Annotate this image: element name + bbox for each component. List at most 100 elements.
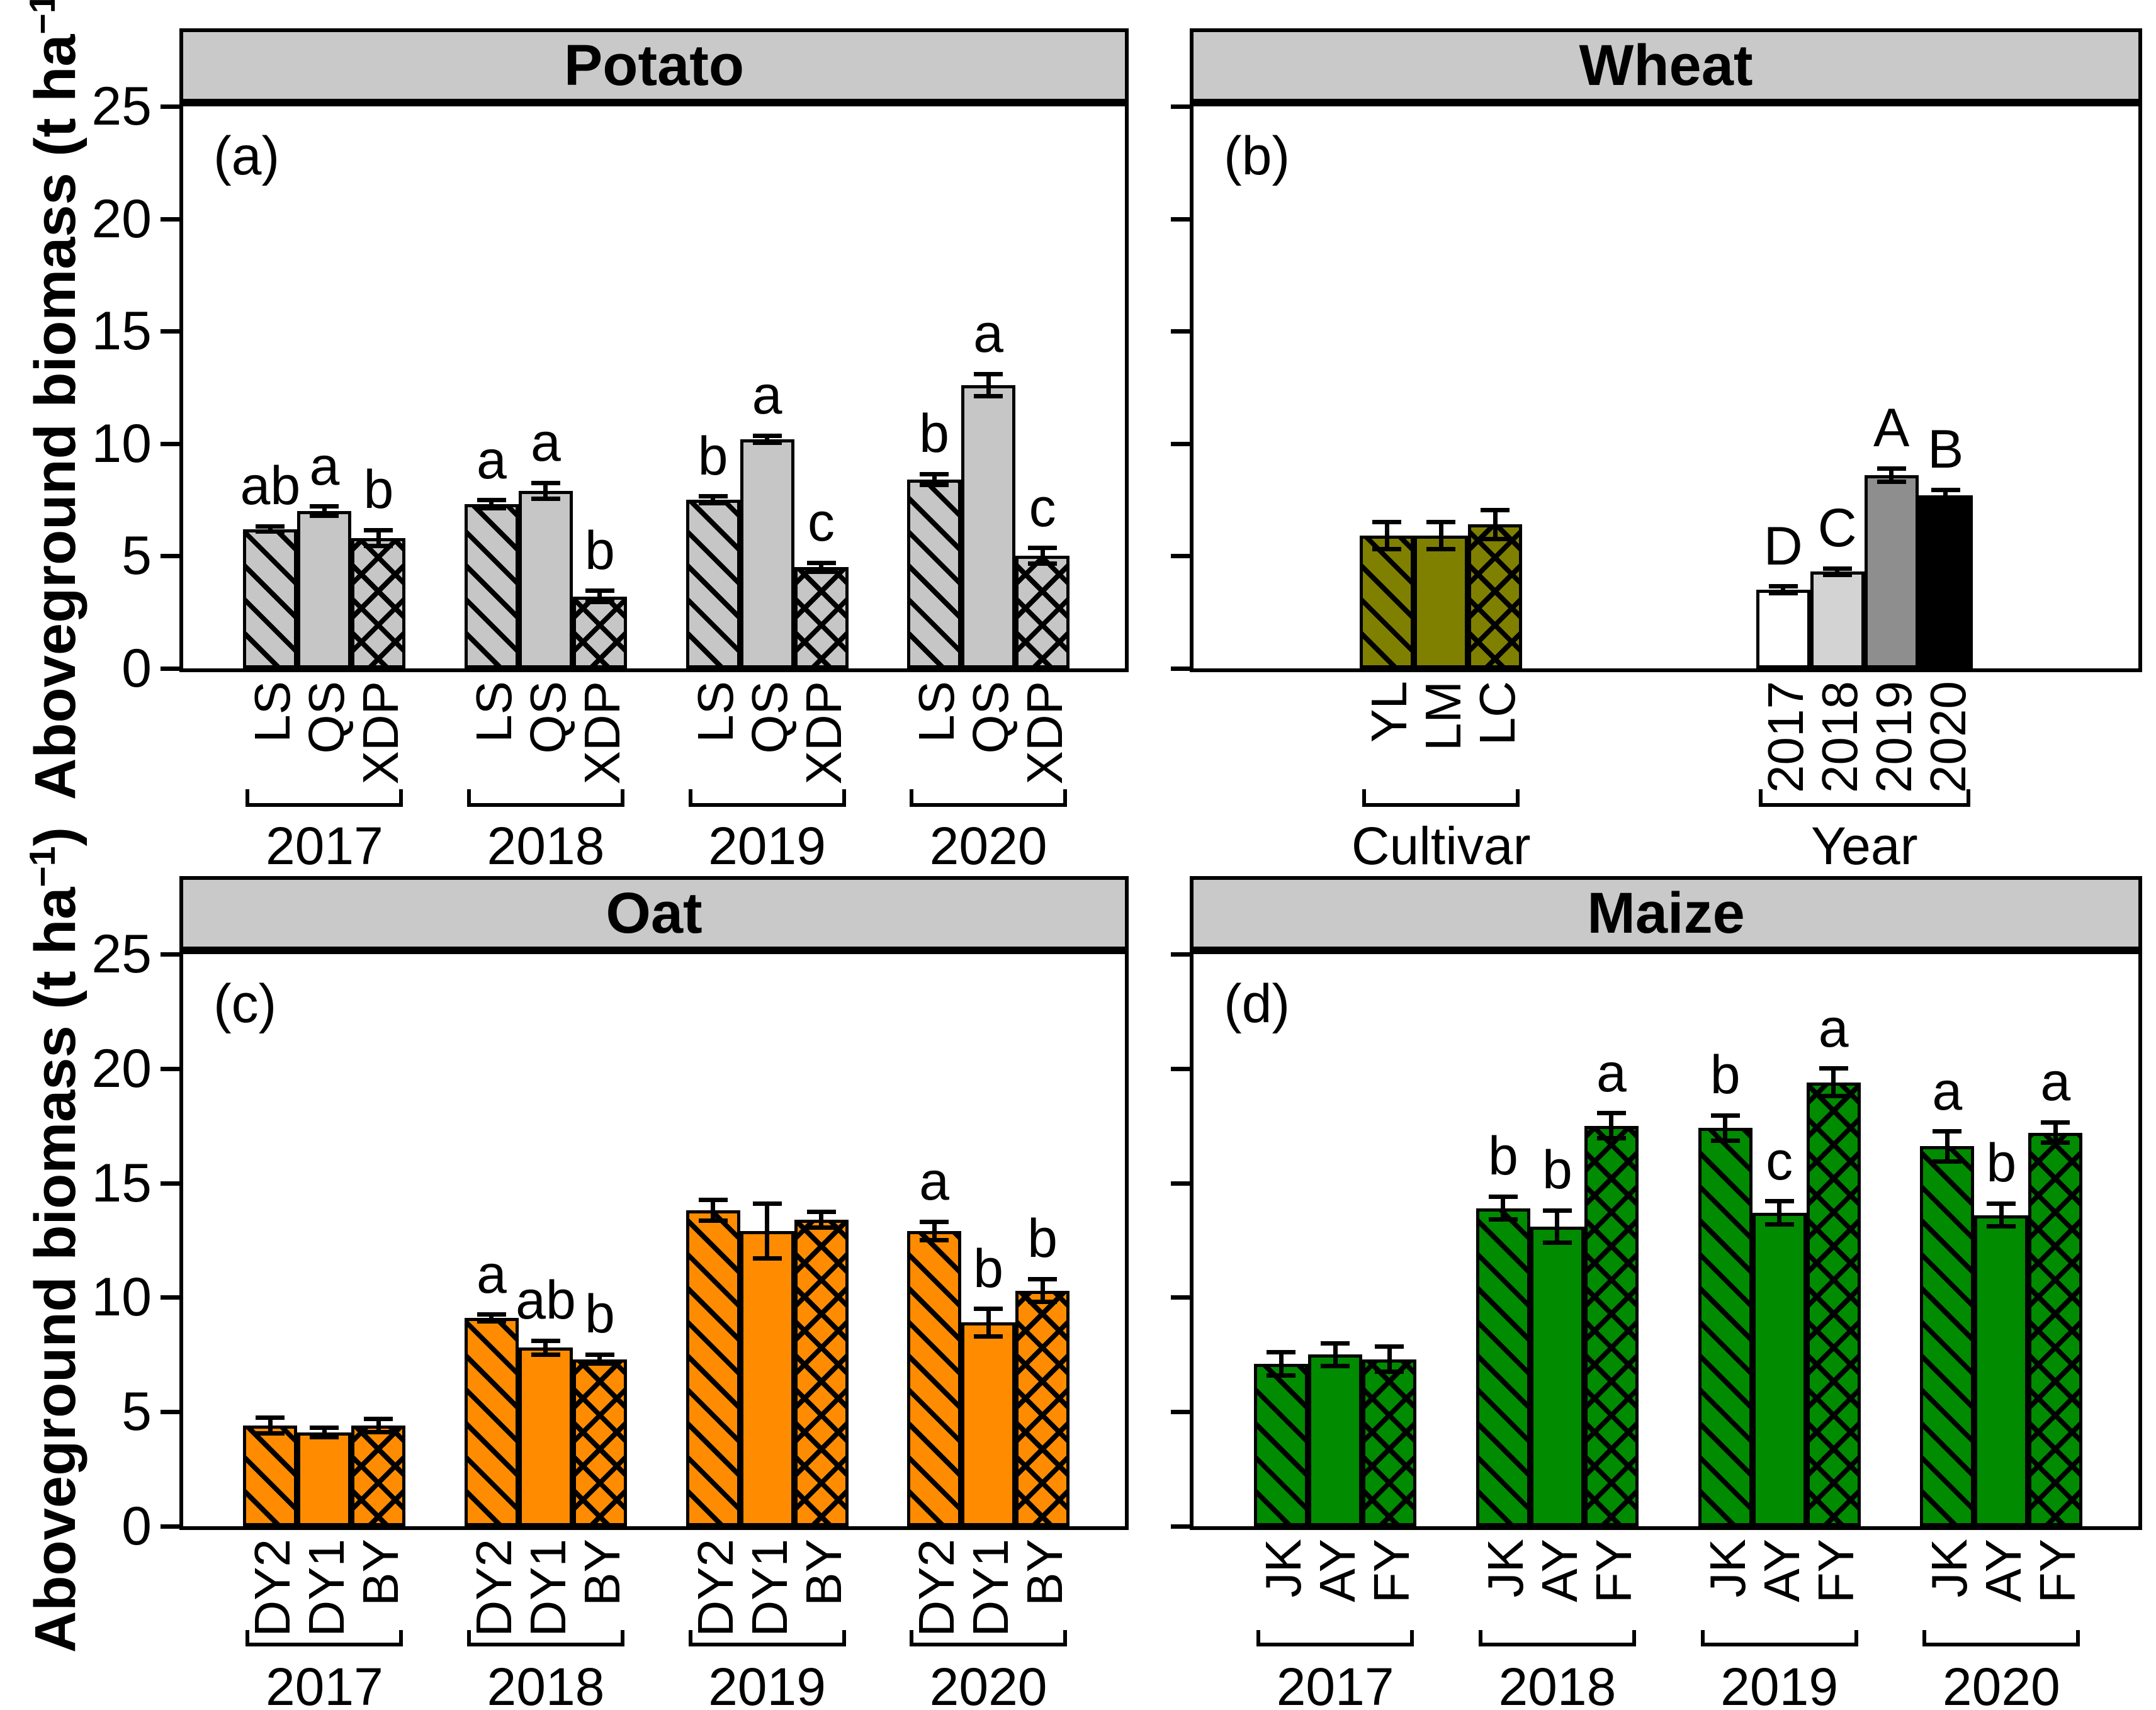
- error-bar-cap: [477, 506, 506, 511]
- error-bar-cap: [310, 1434, 339, 1439]
- error-bar-cap: [698, 1218, 728, 1223]
- x-axis-tick-label: QS: [962, 681, 1019, 754]
- x-axis-tick-label: LS: [244, 681, 301, 743]
- bar-wheat-Cultivar-LM: [1414, 536, 1469, 668]
- error-bar-cap: [1596, 1136, 1626, 1141]
- panel-maize-label: (d): [1224, 974, 1290, 1034]
- x-axis-tick-label: FY: [2029, 1539, 2086, 1604]
- bar-wheat-Year-2018: [1810, 571, 1865, 668]
- bar-potato-2017-LS: [243, 529, 298, 668]
- error-bar: [597, 590, 602, 602]
- error-bar: [543, 483, 548, 499]
- bar-oat-2017-DY2: [243, 1426, 298, 1526]
- error-bar-cap: [1542, 1208, 1572, 1213]
- error-bar: [986, 1308, 991, 1337]
- y-axis-title-superscript: −1: [23, 846, 64, 887]
- significance-letter: a: [309, 436, 340, 497]
- significance-letter: ab: [240, 456, 301, 517]
- error-bar-cap: [585, 1352, 614, 1357]
- y-axis-tick: [1171, 104, 1190, 109]
- y-axis-tick: [1171, 441, 1190, 446]
- panel-potato-title: Potato: [563, 33, 745, 98]
- bar-maize-2019-JK: [1698, 1128, 1752, 1526]
- error-bar-cap: [1819, 1093, 1848, 1098]
- bar-potato-2020-LS: [907, 479, 962, 668]
- group-bracket: [688, 789, 846, 807]
- error-bar-cap: [1764, 1222, 1794, 1227]
- error-bar: [1040, 1279, 1045, 1302]
- error-bar: [711, 496, 716, 503]
- significance-letter: b: [1986, 1133, 2017, 1194]
- significance-letter: a: [973, 303, 1003, 364]
- bar-oat-2020-DY2: [907, 1230, 962, 1526]
- x-axis-tick-label: FY: [1807, 1539, 1864, 1604]
- error-bar-cap: [974, 1307, 1003, 1312]
- error-bar-cap: [920, 1219, 949, 1224]
- error-bar-cap: [1267, 1350, 1296, 1355]
- bar-potato-2019-LS: [686, 500, 740, 668]
- x-axis-tick-label: LS: [687, 681, 743, 743]
- error-bar-cap: [1028, 1300, 1058, 1305]
- error-bar-cap: [1933, 1129, 1962, 1134]
- x-axis-tick-label: QS: [741, 681, 798, 754]
- x-axis-tick-label: BY: [1017, 1539, 1073, 1606]
- error-bar: [322, 1427, 327, 1437]
- y-axis-tick-label: 20: [91, 1038, 152, 1099]
- significance-letter: b: [585, 520, 615, 581]
- error-bar-cap: [310, 504, 339, 509]
- y-axis-tick: [161, 441, 179, 446]
- bar-oat-2018-DY1: [518, 1347, 573, 1526]
- error-bar-cap: [752, 433, 782, 438]
- y-axis-tick: [161, 329, 179, 334]
- error-bar-cap: [1933, 1159, 1962, 1164]
- error-bar: [1333, 1343, 1338, 1366]
- error-bar: [489, 500, 494, 509]
- error-bar-cap: [1822, 566, 1852, 571]
- x-axis-tick-label: LS: [908, 681, 965, 743]
- y-axis-tick: [1171, 952, 1190, 957]
- significance-letter: a: [752, 365, 782, 426]
- bar-oat-2018-BY: [572, 1359, 627, 1526]
- error-bar-cap: [806, 1225, 836, 1230]
- x-axis-tick-label: DY1: [962, 1539, 1019, 1637]
- y-axis-tick: [1171, 1410, 1190, 1415]
- bar-maize-2017-FY: [1362, 1359, 1417, 1526]
- y-axis-tick: [161, 554, 179, 559]
- x-axis-tick-label: 2019: [1865, 681, 1922, 793]
- bar-potato-2017-XDP: [351, 537, 406, 668]
- x-axis-tick-label: DY2: [908, 1539, 965, 1637]
- x-axis-tick-label: DY1: [298, 1539, 355, 1637]
- x-axis-tick-label: BY: [795, 1539, 852, 1606]
- error-bar-cap: [256, 1415, 285, 1420]
- x-axis-tick-label: 2020: [1919, 681, 1976, 793]
- error-bar-cap: [1321, 1341, 1350, 1346]
- error-bar: [819, 1212, 824, 1228]
- significance-letter: A: [1873, 398, 1910, 459]
- error-bar-cap: [1426, 520, 1456, 525]
- error-bar-cap: [1488, 1217, 1518, 1222]
- x-axis-tick-label: AY: [1753, 1539, 1810, 1602]
- error-bar: [765, 436, 770, 443]
- x-axis-tick-label: XDP: [1017, 681, 1073, 785]
- error-bar: [1609, 1113, 1614, 1139]
- error-bar-cap: [920, 483, 949, 488]
- significance-letter: a: [1932, 1060, 1963, 1122]
- y-axis-tick: [161, 217, 179, 222]
- bar-maize-2017-AY: [1308, 1354, 1363, 1526]
- significance-letter: a: [1596, 1042, 1627, 1103]
- error-bar-cap: [2041, 1120, 2070, 1125]
- error-bar-cap: [310, 1426, 339, 1431]
- bar-maize-2017-JK: [1254, 1363, 1309, 1526]
- panel-oat-title: Oat: [606, 880, 703, 945]
- error-bar-cap: [364, 1416, 393, 1421]
- group-label: 2017: [265, 1657, 383, 1710]
- error-bar-cap: [1488, 1194, 1518, 1199]
- error-bar-cap: [531, 1338, 560, 1343]
- bar-oat-2020-BY: [1015, 1290, 1070, 1526]
- error-bar-cap: [752, 440, 782, 445]
- error-bar-cap: [1931, 498, 1960, 503]
- y-axis-title-close: ): [23, 826, 87, 847]
- group-label: 2017: [265, 816, 383, 875]
